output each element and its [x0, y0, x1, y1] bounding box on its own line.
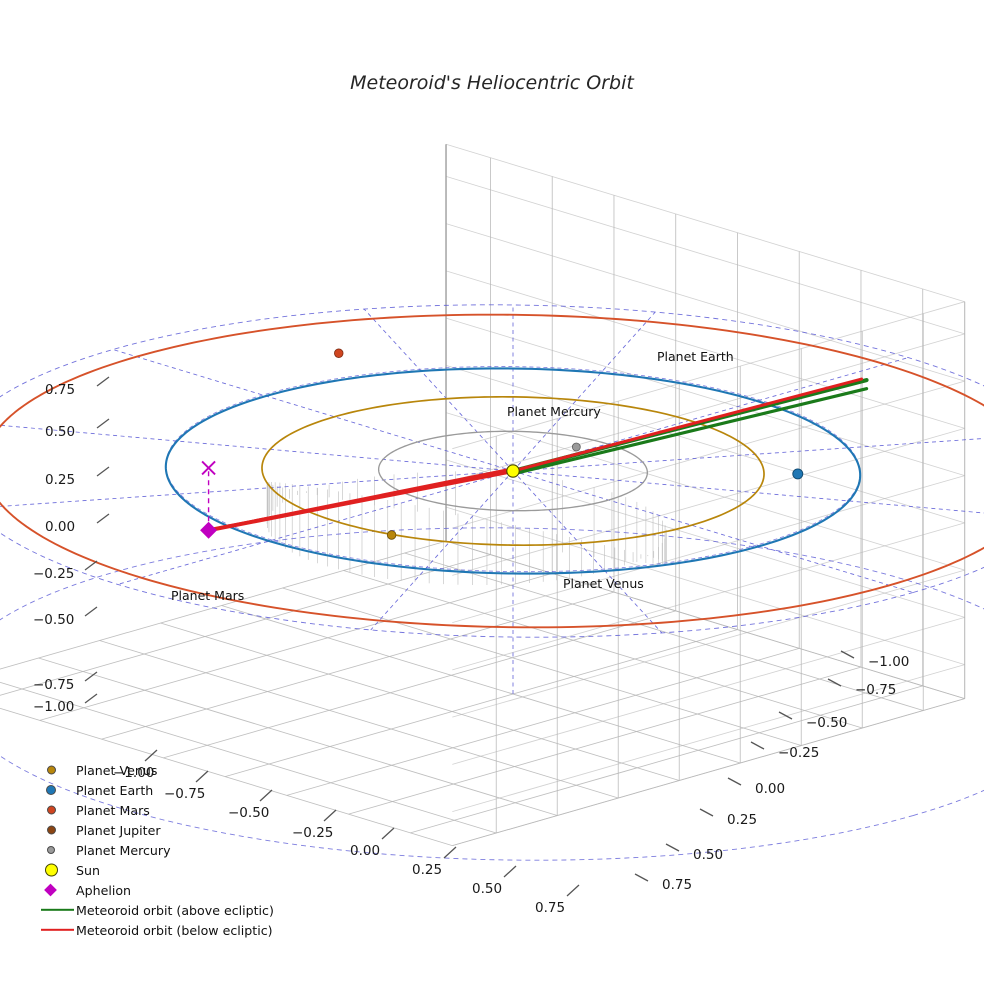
legend-item[interactable]: Planet Mercury: [38, 840, 338, 860]
legend-item-label: Aphelion: [76, 882, 132, 898]
x-tick-7: 0.75: [535, 900, 566, 916]
x-tick-5: 0.25: [412, 862, 443, 878]
legend-item[interactable]: Planet Venus: [38, 760, 338, 780]
z-tick-2: 0.25: [45, 472, 76, 488]
legend-item-label: Planet Jupiter: [76, 822, 161, 838]
z-tick-0: 0.75: [45, 382, 76, 398]
legend-item-label: Meteoroid orbit (below ecliptic): [76, 922, 273, 938]
legend-line-marker: [38, 920, 76, 940]
body-markers: [200, 348, 804, 540]
planet-mercury-label: Planet Mercury: [507, 404, 601, 419]
z-tick-7: −1.00: [33, 699, 75, 715]
legend-dot: [38, 780, 76, 800]
legend-item-label: Planet Mars: [76, 802, 150, 818]
meteoroid-orbit-track: [206, 377, 869, 533]
legend-diamond: [38, 880, 76, 900]
y-tick-6: 0.50: [693, 847, 724, 863]
legend-line-marker: [38, 900, 76, 920]
legend-dot: [38, 800, 76, 820]
y-tick-0: −1.00: [868, 654, 910, 670]
legend-item[interactable]: Planet Jupiter: [38, 820, 338, 840]
z-tick-1: 0.50: [45, 424, 76, 440]
legend-dot: [38, 840, 76, 860]
x-tick-6: 0.50: [472, 881, 503, 897]
legend-item-label: Planet Venus: [76, 762, 158, 778]
legend-dot-marker: [47, 846, 55, 854]
z-tick-6: −0.75: [33, 677, 75, 693]
legend-item-label: Meteoroid orbit (above ecliptic): [76, 902, 274, 918]
x-tick-0: −1.00: [113, 765, 155, 781]
z-tick-3: 0.00: [45, 519, 76, 535]
legend-dot: [38, 760, 76, 780]
grid-lines: [0, 143, 966, 847]
y-tick-2: −0.50: [806, 715, 848, 731]
legend-line-swatch: [41, 908, 74, 912]
x-tick-3: −0.25: [292, 825, 334, 841]
z-tick-5: −0.50: [33, 612, 75, 628]
legend-dot: [38, 820, 76, 840]
legend-sun-marker: [44, 863, 58, 877]
legend-dot-marker: [46, 825, 56, 835]
legend-item[interactable]: Planet Earth: [38, 780, 338, 800]
planet-orbit-ellipses: [0, 313, 984, 629]
legend-dot-marker: [46, 805, 56, 815]
x-tick-1: −0.75: [164, 786, 206, 802]
axis-tick-marks: [84, 376, 855, 897]
y-tick-7: 0.75: [662, 877, 693, 893]
radial-guide-lines: [0, 304, 984, 861]
legend-dot-marker: [46, 765, 56, 775]
z-tick-4: −0.25: [33, 566, 75, 582]
legend-item[interactable]: Meteoroid orbit (above ecliptic): [38, 900, 338, 920]
legend-item-label: Planet Mercury: [76, 842, 171, 858]
x-tick-2: −0.50: [228, 805, 270, 821]
legend: Planet Venus Planet Earth Planet Mars Plane…: [38, 760, 338, 940]
planet-earth-label: Planet Earth: [657, 349, 734, 364]
legend-dot-marker: [46, 785, 56, 795]
planet-mars-label: Planet Mars: [171, 588, 245, 603]
legend-item-label: Sun: [76, 862, 100, 878]
x-tick-4: 0.00: [350, 843, 381, 859]
legend-item[interactable]: Meteoroid orbit (below ecliptic): [38, 920, 338, 940]
legend-dot: [38, 860, 76, 880]
y-tick-1: −0.75: [855, 682, 897, 698]
legend-item[interactable]: Planet Mars: [38, 800, 338, 820]
legend-item-label: Planet Earth: [76, 782, 154, 798]
y-tick-5: 0.25: [727, 812, 758, 828]
legend-diamond-marker: [43, 883, 57, 897]
planet-venus-label: Planet Venus: [563, 576, 644, 591]
y-tick-4: 0.00: [755, 781, 786, 797]
legend-line-swatch: [41, 928, 74, 932]
legend-item[interactable]: Sun: [38, 860, 338, 880]
y-tick-3: −0.25: [778, 745, 820, 761]
legend-item[interactable]: Aphelion: [38, 880, 338, 900]
page-title: Meteoroid's Heliocentric Orbit: [350, 72, 634, 94]
